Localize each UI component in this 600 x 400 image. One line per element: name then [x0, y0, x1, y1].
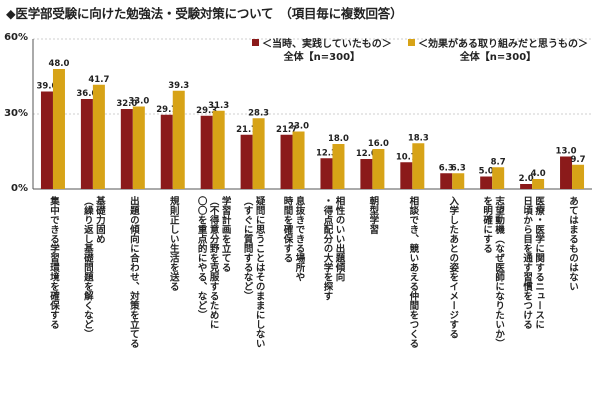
bar-s2-12: [532, 179, 545, 189]
data-label-s1-5: 21.7: [236, 125, 257, 135]
legend-sub-effective: 全体【n=300】: [459, 52, 537, 63]
category-label-1: 基礎力固め （繰り返し基礎問題を解くなど）: [81, 196, 105, 339]
data-label-s2-10: 6.3: [451, 163, 466, 173]
y-tick-0: 0%: [11, 183, 28, 194]
bar-s2-13: [572, 164, 585, 189]
data-label-s1-13: 13.0: [556, 147, 577, 157]
bar-s2-11: [492, 167, 505, 189]
bar-s1-7: [320, 158, 333, 189]
category-label-3: 規則正しい生活を送る: [167, 196, 179, 291]
bar-s1-1: [80, 99, 93, 189]
legend-label-current: ＜当時、実践していたもの＞: [262, 39, 392, 50]
category-label-9: 相談でき、競いあえる仲間をつくる: [407, 196, 419, 348]
bar-s1-3: [160, 114, 173, 189]
data-label-s1-3: 29.7: [156, 105, 177, 115]
category-label-2: 出題の傾向に合わせ、対策を立てる: [127, 196, 139, 348]
data-label-s2-8: 16.0: [368, 139, 389, 149]
data-label-s2-7: 18.0: [328, 134, 349, 144]
bar-s2-9: [412, 143, 425, 189]
bar-s2-3: [172, 90, 185, 189]
bar-s2-6: [292, 131, 305, 189]
bar-s2-8: [372, 149, 385, 189]
data-label-s1-6: 21.7: [276, 125, 297, 135]
bar-s1-9: [400, 162, 413, 189]
data-label-s1-1: 36.0: [76, 89, 97, 99]
bar-s1-4: [200, 115, 213, 189]
data-label-s2-4: 31.3: [208, 101, 229, 111]
data-label-s2-9: 18.3: [408, 133, 429, 143]
category-label-12: 医療・医学に関するニュースに 日頃から目を通す習慣をつける: [521, 196, 545, 329]
data-label-s1-7: 12.3: [316, 148, 337, 158]
data-label-s1-12: 2.0: [519, 174, 534, 184]
bar-s2-1: [92, 84, 105, 189]
category-label-10: 入学したあとの姿をイメージする: [447, 196, 459, 339]
bar-s1-6: [280, 134, 293, 189]
y-tick-30: 30%: [4, 108, 28, 119]
data-label-s2-5: 28.3: [248, 108, 269, 118]
bar-s1-2: [120, 109, 133, 189]
legend-item-current: ＜当時、実践していたもの＞ 全体【n=300】: [252, 38, 392, 64]
data-label-s1-11: 5.0: [479, 167, 494, 177]
data-label-s1-8: 12.0: [356, 149, 377, 159]
bar-s2-5: [252, 118, 265, 189]
bar-s1-5: [240, 134, 253, 189]
chart-title: ◆医学部受験に向けた勉強法・受験対策について （項目毎に複数回答）: [6, 6, 403, 21]
bar-s1-12: [520, 184, 533, 189]
data-label-s2-13: 9.7: [571, 155, 586, 165]
y-tick-60: 60%: [4, 32, 28, 43]
data-label-s2-1: 41.7: [88, 75, 109, 85]
bar-s2-2: [132, 106, 145, 189]
data-label-s1-0: 39.0: [36, 82, 57, 92]
bar-s1-8: [360, 159, 373, 189]
data-label-s1-9: 10.7: [396, 152, 417, 162]
category-label-4: 学習計画を立てる （不得意分野を克服するために 〇〇を重点的にやる、など）: [195, 196, 231, 329]
legend-item-effective: ＜効果がある取り組みだと思うもの＞ 全体【n=300】: [408, 38, 588, 64]
bar-s2-0: [52, 69, 65, 189]
category-label-7: 相性のいい出題傾向 ・得点配分の大学を探す: [321, 196, 345, 301]
bar-s1-11: [480, 176, 493, 189]
category-label-5: 疑問に思うことはそのままにしない （すぐに質問するなど）: [241, 196, 265, 348]
legend-label-effective: ＜効果がある取り組みだと思うもの＞: [418, 39, 588, 50]
data-label-s2-11: 8.7: [491, 157, 506, 167]
category-label-11: 志望動機（なぜ医師になりたいか） を明確にする: [481, 196, 505, 348]
legend-swatch-effective: [408, 39, 415, 46]
category-label-6: 息抜きできる場所や 時間を確保する: [281, 196, 305, 282]
category-label-0: 集中できる学習環境を確保する: [47, 196, 59, 329]
data-label-s2-0: 48.0: [48, 59, 69, 69]
data-label-s1-4: 29.3: [196, 106, 217, 116]
category-label-13: あてはまるものはない: [567, 196, 579, 291]
data-label-s1-10: 6.3: [439, 163, 454, 173]
legend-swatch-current: [252, 39, 259, 46]
data-label-s2-12: 4.0: [531, 169, 546, 179]
legend-sub-current: 全体【n=300】: [283, 52, 361, 63]
data-label-s2-6: 23.0: [288, 122, 309, 132]
data-label-s2-2: 33.0: [128, 97, 149, 107]
bar-s1-13: [560, 156, 573, 189]
bar-s2-7: [332, 144, 345, 189]
bar-s1-0: [40, 91, 53, 189]
bar-s2-10: [452, 173, 465, 189]
category-label-8: 朝型学習: [367, 196, 379, 234]
bar-s2-4: [212, 110, 225, 189]
data-label-s2-3: 39.3: [168, 81, 189, 91]
data-label-s1-2: 32.0: [116, 99, 137, 109]
bar-s1-10: [440, 173, 453, 189]
